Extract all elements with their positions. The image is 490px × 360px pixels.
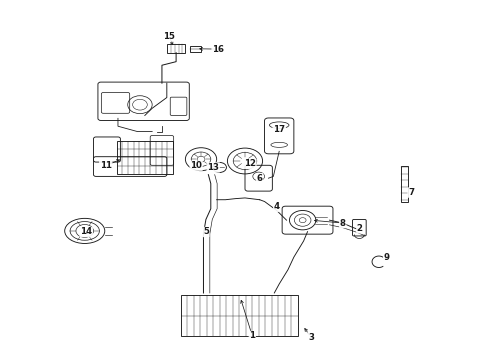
Text: 1: 1 — [249, 332, 255, 341]
Text: 3: 3 — [308, 333, 314, 342]
Text: 15: 15 — [163, 32, 175, 41]
Text: 9: 9 — [384, 253, 390, 262]
Text: 13: 13 — [207, 163, 219, 172]
Text: 12: 12 — [244, 159, 256, 168]
Text: 11: 11 — [100, 161, 112, 170]
Bar — [117, 141, 173, 174]
Text: 4: 4 — [274, 202, 280, 211]
Text: 6: 6 — [257, 174, 263, 183]
Bar — [167, 44, 185, 53]
Text: 14: 14 — [80, 228, 92, 237]
Text: 10: 10 — [190, 161, 202, 170]
Text: 16: 16 — [212, 45, 224, 54]
Text: 5: 5 — [203, 228, 209, 237]
Bar — [190, 45, 201, 52]
Text: 7: 7 — [408, 188, 414, 197]
Text: 2: 2 — [357, 224, 363, 233]
Text: 8: 8 — [340, 219, 346, 228]
Bar — [180, 296, 298, 336]
Bar — [401, 166, 408, 202]
Text: 17: 17 — [273, 125, 285, 134]
